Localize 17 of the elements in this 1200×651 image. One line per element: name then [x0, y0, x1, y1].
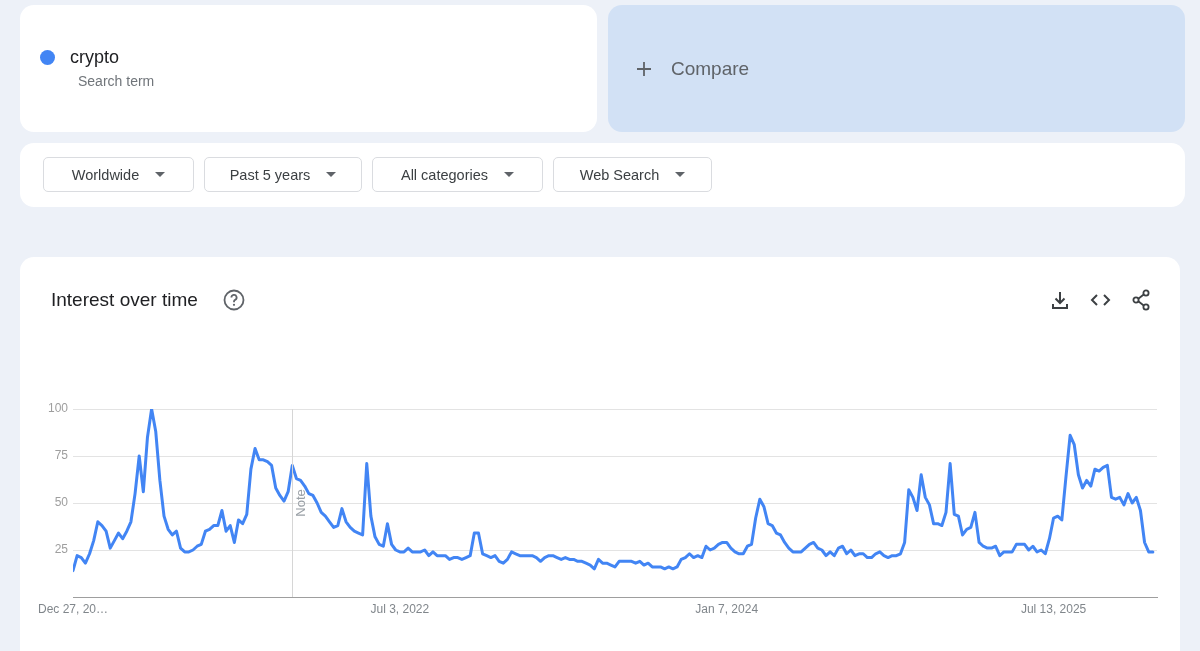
y-tick-label: 75: [54, 448, 69, 463]
dropdown: Web Search: [553, 157, 712, 192]
dropdown: Past 5 years: [204, 157, 362, 192]
chart-title: Interest over time: [51, 289, 198, 311]
y-tick-label: 50: [54, 495, 69, 510]
y-tick-label: 25: [54, 542, 69, 557]
y-tick-label: 100: [47, 401, 69, 416]
x-tick-label: Jan 7, 2024: [695, 601, 759, 616]
button: Compare: [608, 5, 1185, 132]
text: Search term: [78, 73, 155, 89]
x-tick-label: Dec 27, 20…: [37, 601, 109, 616]
dropdown: Worldwide: [43, 157, 194, 192]
dropdown: All categories: [372, 157, 543, 192]
x-tick-label: Jul 3, 2022: [370, 601, 430, 616]
legend-label: crypto: [70, 47, 120, 68]
x-tick-label: Jul 13, 2025: [1020, 601, 1087, 616]
ref-line-label: Note: [293, 489, 309, 517]
